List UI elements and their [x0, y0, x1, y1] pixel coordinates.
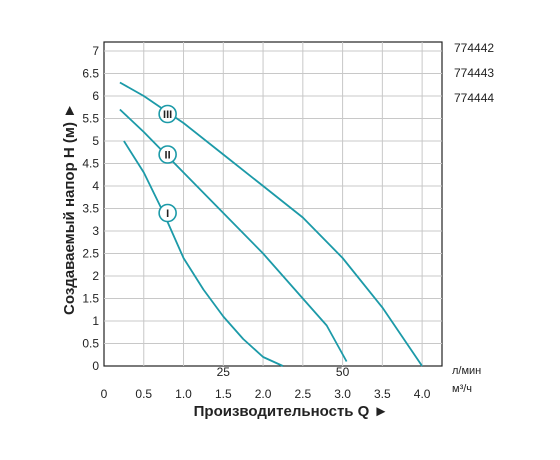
- x-tick-label: 1.0: [175, 387, 192, 401]
- curve-marker-circle: [158, 203, 177, 223]
- y-tick-label: 2: [92, 269, 99, 283]
- series-line-774443: [119, 108, 348, 362]
- x-axis-ticks: 0 0.5 1.0 1.5 2.0 2.5 3.0 3.5 4.0: [101, 387, 431, 401]
- y-tick-label: 1.5: [82, 292, 99, 306]
- x-tick-label: 2.5: [294, 387, 311, 401]
- x-secondary-tick-label: 50: [336, 365, 350, 379]
- y-tick-label: 0.5: [82, 337, 99, 351]
- x-tick-label: 2.0: [255, 387, 272, 401]
- curve-marker-circle: [158, 145, 177, 164]
- y-axis-ticks: 0 0.5 1 1.5 2 2.5 3 3.5 4 4.5 5 5.5 6 6.5 7: [82, 44, 99, 373]
- y-tick-label: 2.5: [82, 247, 99, 261]
- grid: [104, 42, 442, 366]
- series-line-774442: [123, 140, 284, 367]
- y-axis-title: Создаваемый напор H (м) ►: [61, 103, 78, 315]
- series-group: [119, 81, 423, 367]
- y-tick-label: 3.5: [82, 202, 99, 216]
- x-tick-label: 0: [101, 387, 108, 401]
- x-secondary-tick-label: 25: [217, 365, 231, 379]
- y-tick-label: 6.5: [82, 67, 99, 81]
- x-unit-secondary-label: л/мин: [452, 365, 481, 377]
- curve-marker-774443: II: [158, 145, 177, 164]
- y-tick-label: 5.5: [82, 112, 99, 126]
- legend-item: 774443: [454, 66, 494, 80]
- x-tick-label: 4.0: [414, 387, 431, 401]
- y-tick-label: 3: [92, 224, 99, 238]
- x-tick-label: 3.0: [334, 387, 351, 401]
- legend-item: 774442: [454, 41, 494, 55]
- x-tick-label: 3.5: [374, 387, 391, 401]
- legend-item: 774444: [454, 91, 494, 105]
- x-unit-primary-label: м³/ч: [452, 383, 472, 395]
- curve-marker-label: III: [163, 109, 172, 121]
- y-tick-label: 7: [92, 44, 99, 58]
- curve-marker-label: II: [165, 150, 171, 162]
- x-tick-label: 0.5: [135, 387, 152, 401]
- y-tick-label: 4: [92, 179, 99, 193]
- y-tick-label: 0: [92, 359, 99, 373]
- y-tick-label: 6: [92, 89, 99, 103]
- curve-marker-774444: III: [158, 104, 177, 124]
- series-line-774444: [119, 81, 423, 367]
- x-axis-secondary-ticks: 25 50: [217, 365, 350, 379]
- y-tick-label: 1: [92, 314, 99, 328]
- legend: 774442 774443 774444: [454, 41, 494, 105]
- y-tick-label: 5: [92, 134, 99, 148]
- curve-marker-774442: I: [158, 203, 177, 223]
- plot-area: [103, 41, 443, 367]
- curve-marker-label: I: [166, 208, 169, 220]
- x-tick-label: 1.5: [215, 387, 232, 401]
- curve-marker-circle: [158, 104, 177, 124]
- y-tick-label: 4.5: [82, 157, 99, 171]
- x-axis-title: Производительность Q ►: [194, 403, 389, 420]
